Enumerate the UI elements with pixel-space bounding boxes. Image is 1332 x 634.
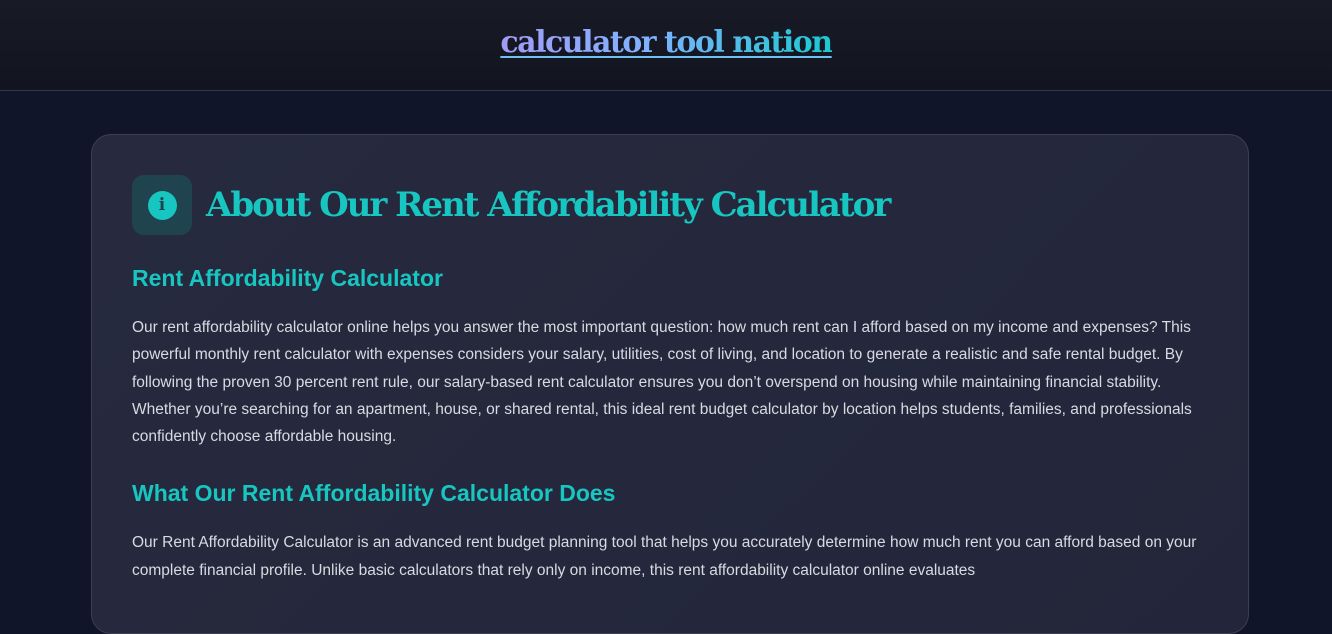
info-icon: i [147, 190, 177, 220]
section-paragraph: Our rent affordability calculator online… [132, 319, 1192, 446]
about-card: i About Our Rent Affordability Calculato… [91, 134, 1249, 634]
card-title-row: i About Our Rent Affordability Calculato… [132, 175, 1208, 235]
section-paragraph: Our Rent Affordability Calculator is an … [132, 534, 1197, 579]
site-header: calculator tool nation [0, 0, 1332, 91]
card-title: About Our Rent Affordability Calculator [206, 185, 891, 225]
section-heading: Rent Affordability Calculator [132, 265, 443, 291]
section-heading: What Our Rent Affordability Calculator D… [132, 480, 616, 507]
info-icon-box: i [132, 175, 192, 235]
brand-link[interactable]: calculator tool nation [500, 24, 833, 60]
